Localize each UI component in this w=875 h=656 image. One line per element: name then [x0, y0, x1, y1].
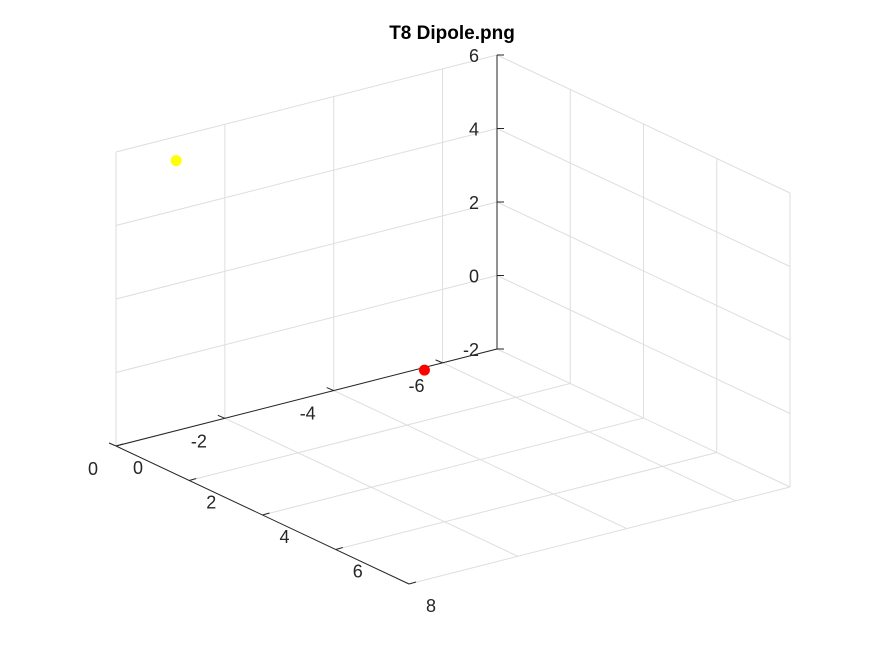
z-tick-label: 6	[469, 46, 479, 66]
data-points	[170, 155, 430, 376]
back-wall-grid-line	[496, 275, 791, 414]
axes	[108, 54, 504, 585]
z-tick-label: -2	[463, 340, 479, 360]
x-tick-label: 4	[279, 527, 289, 547]
back-wall-grid-line	[496, 201, 791, 341]
y-tick-label: -4	[300, 404, 316, 424]
floor-grid-line	[189, 383, 571, 481]
back-wall-grid-line	[496, 128, 791, 267]
floor-grid-line	[442, 362, 736, 502]
y-tick-mark	[435, 359, 443, 364]
y-tick-label: -6	[409, 376, 425, 396]
data-point	[418, 364, 430, 376]
y-tick-label: -2	[191, 431, 207, 451]
side-wall-grid-line	[115, 128, 498, 226]
back-wall-grid-line	[496, 54, 791, 194]
side-wall-grid-line	[115, 54, 498, 153]
x-tick-label: 6	[353, 562, 363, 582]
data-point	[170, 155, 182, 167]
x-tick-label: 8	[426, 596, 436, 616]
chart-title: T8 Dipole.png	[389, 23, 515, 44]
side-wall-grid-line	[115, 201, 498, 300]
side-wall-grid-line	[115, 275, 498, 373]
x-tick-mark	[335, 547, 343, 550]
y-tick-mark	[108, 442, 117, 447]
z-tick-label: 2	[469, 193, 479, 213]
y-tick-mark	[217, 414, 226, 419]
x-tick-label: 0	[133, 458, 143, 478]
back-wall-grid-line	[496, 348, 791, 488]
x-tick-mark	[189, 478, 197, 481]
x-tick-mark	[262, 512, 270, 516]
y-tick-mark	[326, 387, 334, 392]
y-tick-label: 0	[88, 459, 98, 479]
floor-grid-line	[262, 417, 644, 516]
z-tick-label: 4	[469, 120, 479, 140]
z-tick-label: 0	[469, 267, 479, 287]
floor-grid-line	[224, 417, 519, 557]
x-tick-mark	[115, 443, 124, 447]
floor-grid-line	[335, 452, 717, 550]
floor-grid-line	[408, 486, 791, 585]
floor-grid-line	[333, 390, 627, 530]
x-tick-mark	[408, 581, 417, 585]
grid-lines	[115, 54, 791, 585]
tick-labels: 0 2 4 6 8 0 -2 -4 -6 -2 0 2 4 6	[88, 46, 479, 616]
y-axis-line	[115, 348, 498, 447]
x-tick-label: 2	[206, 493, 216, 513]
